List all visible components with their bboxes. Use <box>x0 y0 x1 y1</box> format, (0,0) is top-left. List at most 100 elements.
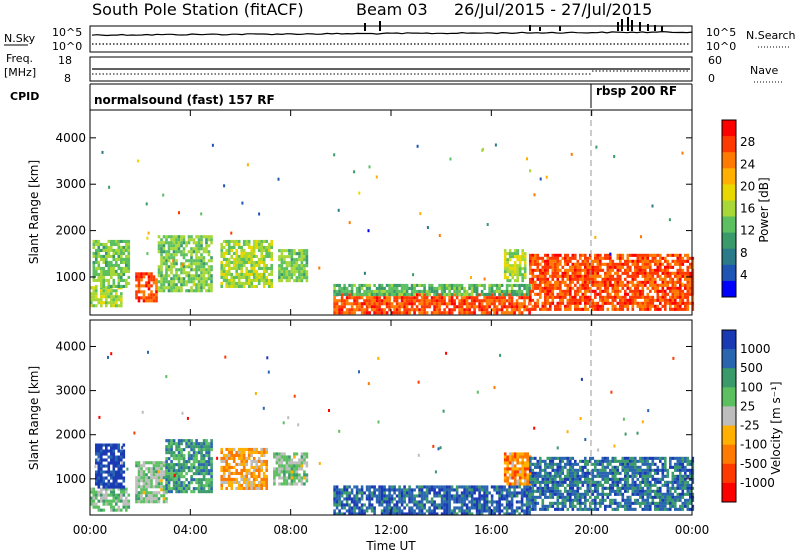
data-cell <box>195 265 198 268</box>
data-cell <box>632 284 635 287</box>
data-cell <box>378 494 381 497</box>
data-cell <box>443 308 446 311</box>
data-cell <box>649 290 652 293</box>
data-cell <box>592 463 595 466</box>
data-cell <box>559 284 562 287</box>
data-cell <box>577 278 580 281</box>
data-cell <box>456 506 459 509</box>
data-cell <box>178 238 181 241</box>
data-cell <box>463 290 466 293</box>
data-cell <box>408 485 411 488</box>
data-cell <box>170 442 173 445</box>
data-cell <box>349 221 351 224</box>
data-cell <box>303 264 306 267</box>
data-cell <box>463 296 466 299</box>
data-cell <box>180 484 183 487</box>
data-cell <box>677 281 680 284</box>
data-cell <box>562 296 565 299</box>
data-cell <box>361 284 364 287</box>
data-cell <box>393 491 396 494</box>
data-cell <box>617 269 620 272</box>
data-cell <box>411 506 414 509</box>
data-cell <box>366 290 369 293</box>
data-cell <box>521 305 524 308</box>
data-cell <box>559 263 562 266</box>
data-cell <box>559 302 562 305</box>
data-cell <box>128 282 131 285</box>
data-cell <box>599 293 602 296</box>
data-cell <box>514 267 517 270</box>
data-cell <box>582 469 585 472</box>
data-cell <box>366 506 369 509</box>
data-cell <box>679 293 682 296</box>
data-cell <box>165 481 168 484</box>
data-cell <box>411 284 414 287</box>
data-cell <box>619 296 622 299</box>
data-cell <box>622 281 625 284</box>
data-cell <box>253 243 256 246</box>
data-cell <box>100 494 103 497</box>
data-cell <box>612 308 615 311</box>
data-cell <box>523 488 526 491</box>
data-cell <box>592 493 595 496</box>
data-cell <box>228 469 231 472</box>
data-cell <box>521 276 524 279</box>
data-cell <box>353 503 356 506</box>
data-cell <box>200 445 203 448</box>
data-cell <box>293 467 296 470</box>
data-cell <box>361 497 364 500</box>
data-cell <box>644 257 647 260</box>
data-cell <box>569 499 572 502</box>
data-cell <box>233 454 236 457</box>
data-cell <box>155 491 158 494</box>
data-cell <box>604 257 607 260</box>
data-cell <box>567 287 570 290</box>
data-cell <box>647 257 650 260</box>
data-cell <box>200 271 203 274</box>
data-cell <box>604 493 607 496</box>
data-cell <box>170 490 173 493</box>
data-cell <box>679 290 682 293</box>
data-cell <box>509 461 512 464</box>
data-cell <box>366 299 369 302</box>
data-cell <box>120 258 123 261</box>
data-cell <box>669 299 672 302</box>
data-cell <box>298 467 301 470</box>
data-cell <box>115 295 118 298</box>
data-cell <box>263 273 266 276</box>
data-cell <box>617 287 620 290</box>
data-cell <box>506 476 509 479</box>
data-cell <box>210 235 213 238</box>
data-cell <box>172 259 174 262</box>
data-cell <box>248 478 251 481</box>
data-cell <box>386 290 389 293</box>
data-cell <box>240 252 243 255</box>
data-cell <box>273 479 276 482</box>
data-cell <box>243 463 246 466</box>
data-cell <box>110 462 113 465</box>
data-cell <box>564 275 567 278</box>
data-cell <box>200 454 203 457</box>
data-cell <box>401 488 404 491</box>
data-cell <box>421 296 424 299</box>
data-cell <box>481 299 484 302</box>
data-cell <box>418 485 421 488</box>
data-cell <box>446 284 449 287</box>
data-cell <box>534 269 537 272</box>
data-cell <box>476 293 479 296</box>
data-cell <box>552 278 555 281</box>
data-cell <box>504 252 507 255</box>
data-cell <box>195 250 198 253</box>
data-cell <box>478 491 481 494</box>
data-cell <box>203 277 206 280</box>
data-cell <box>669 272 672 275</box>
data-cell <box>200 256 203 259</box>
data-cell <box>458 284 461 287</box>
data-cell <box>514 482 517 485</box>
data-cell <box>110 450 113 453</box>
data-cell <box>627 263 630 266</box>
data-cell <box>431 311 434 314</box>
data-cell <box>516 500 519 503</box>
data-cell <box>188 280 191 283</box>
data-cell <box>170 253 173 256</box>
